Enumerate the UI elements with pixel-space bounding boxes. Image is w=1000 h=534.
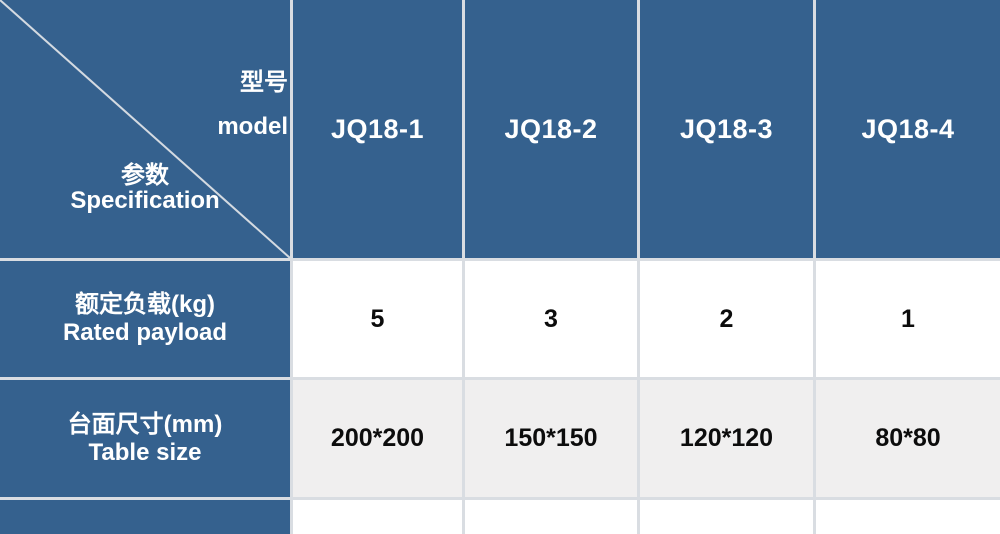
table-cell-partial-4 bbox=[816, 500, 1000, 534]
row-label-table-size: 台面尺寸(mm) Table size bbox=[0, 380, 290, 497]
row-label-table-size-zh: 台面尺寸(mm) bbox=[67, 410, 223, 438]
table-cell-payload-jq18-1: 5 bbox=[293, 261, 462, 377]
corner-header-cell: 型号 model 参数 Specification bbox=[0, 0, 290, 258]
table-cell-size-jq18-2: 150*150 bbox=[465, 380, 637, 497]
row-label-rated-payload-en: Rated payload bbox=[62, 319, 228, 346]
row-label-rated-payload-zh: 额定负载(kg) bbox=[75, 291, 215, 318]
corner-model-zh: 型号 bbox=[240, 69, 288, 96]
table-cell-payload-jq18-2: 3 bbox=[465, 261, 637, 377]
table-cell-size-jq18-1: 200*200 bbox=[293, 380, 462, 497]
corner-spec-zh: 参数 bbox=[121, 162, 169, 189]
column-header-jq18-3: JQ18-3 bbox=[640, 0, 813, 258]
row-label-table-size-en: Table size bbox=[88, 438, 202, 466]
column-header-jq18-4: JQ18-4 bbox=[816, 0, 1000, 258]
table-cell-partial-2 bbox=[465, 500, 637, 534]
corner-spec-en: Specification bbox=[70, 187, 220, 214]
corner-model-label: 型号 model bbox=[217, 61, 288, 149]
table-cell-partial-1 bbox=[293, 500, 462, 534]
table-cell-size-jq18-3: 120*120 bbox=[640, 380, 813, 497]
row-label-rated-payload: 额定负载(kg) Rated payload bbox=[0, 261, 290, 377]
table-cell-payload-jq18-4: 1 bbox=[816, 261, 1000, 377]
column-header-jq18-1: JQ18-1 bbox=[293, 0, 462, 258]
table-cell-size-jq18-4: 80*80 bbox=[816, 380, 1000, 497]
corner-spec-label: 参数 Specification bbox=[0, 163, 290, 213]
corner-model-en: model bbox=[217, 113, 288, 140]
diagonal-divider-line bbox=[0, 0, 290, 258]
table-cell-partial-3 bbox=[640, 500, 813, 534]
row-label-partial bbox=[0, 500, 290, 534]
column-header-jq18-2: JQ18-2 bbox=[465, 0, 637, 258]
table-cell-payload-jq18-3: 2 bbox=[640, 261, 813, 377]
